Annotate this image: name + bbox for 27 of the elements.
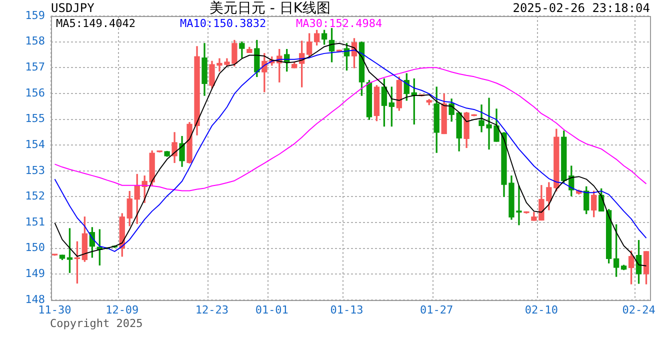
y-tick-label: 157 — [25, 60, 45, 74]
text: MA30:152.4984 — [296, 16, 382, 30]
y-tick-label: 148 — [25, 292, 45, 306]
x-tick-label: 01-13 — [330, 303, 364, 316]
y-tick-label: 152 — [25, 190, 45, 203]
x-tick-label: 02-24 — [622, 303, 656, 316]
y-tick-label: 155 — [25, 112, 45, 126]
chart-title: 美元日元 - 日K线图 — [209, 0, 331, 17]
x-tick-label: 12-23 — [195, 303, 229, 316]
y-tick-label: 154 — [25, 138, 46, 151]
y-tick-label: 153 — [25, 164, 45, 177]
text: 2025-02-26 23:18:04 — [512, 1, 650, 16]
text: MA5:149.4042 — [56, 16, 136, 30]
x-tick-label: 12-09 — [106, 303, 139, 316]
text: Copyright 2025 — [50, 316, 143, 330]
y-tick-label: 149 — [25, 267, 45, 280]
y-tick-label: 158 — [25, 34, 45, 48]
x-tick-label: 11-30 — [38, 303, 72, 316]
y-tick-label: 156 — [25, 86, 45, 100]
x-tick-label: 02-10 — [524, 303, 558, 316]
y-tick-label: 151 — [25, 215, 45, 228]
text: USDJPY — [51, 1, 96, 16]
y-tick-label: 159 — [25, 8, 45, 22]
text: MA10:150.3832 — [180, 16, 266, 30]
x-tick-label: 01-01 — [255, 303, 288, 316]
y-tick-label: 150 — [25, 241, 45, 254]
x-tick-label: 01-27 — [420, 303, 454, 316]
